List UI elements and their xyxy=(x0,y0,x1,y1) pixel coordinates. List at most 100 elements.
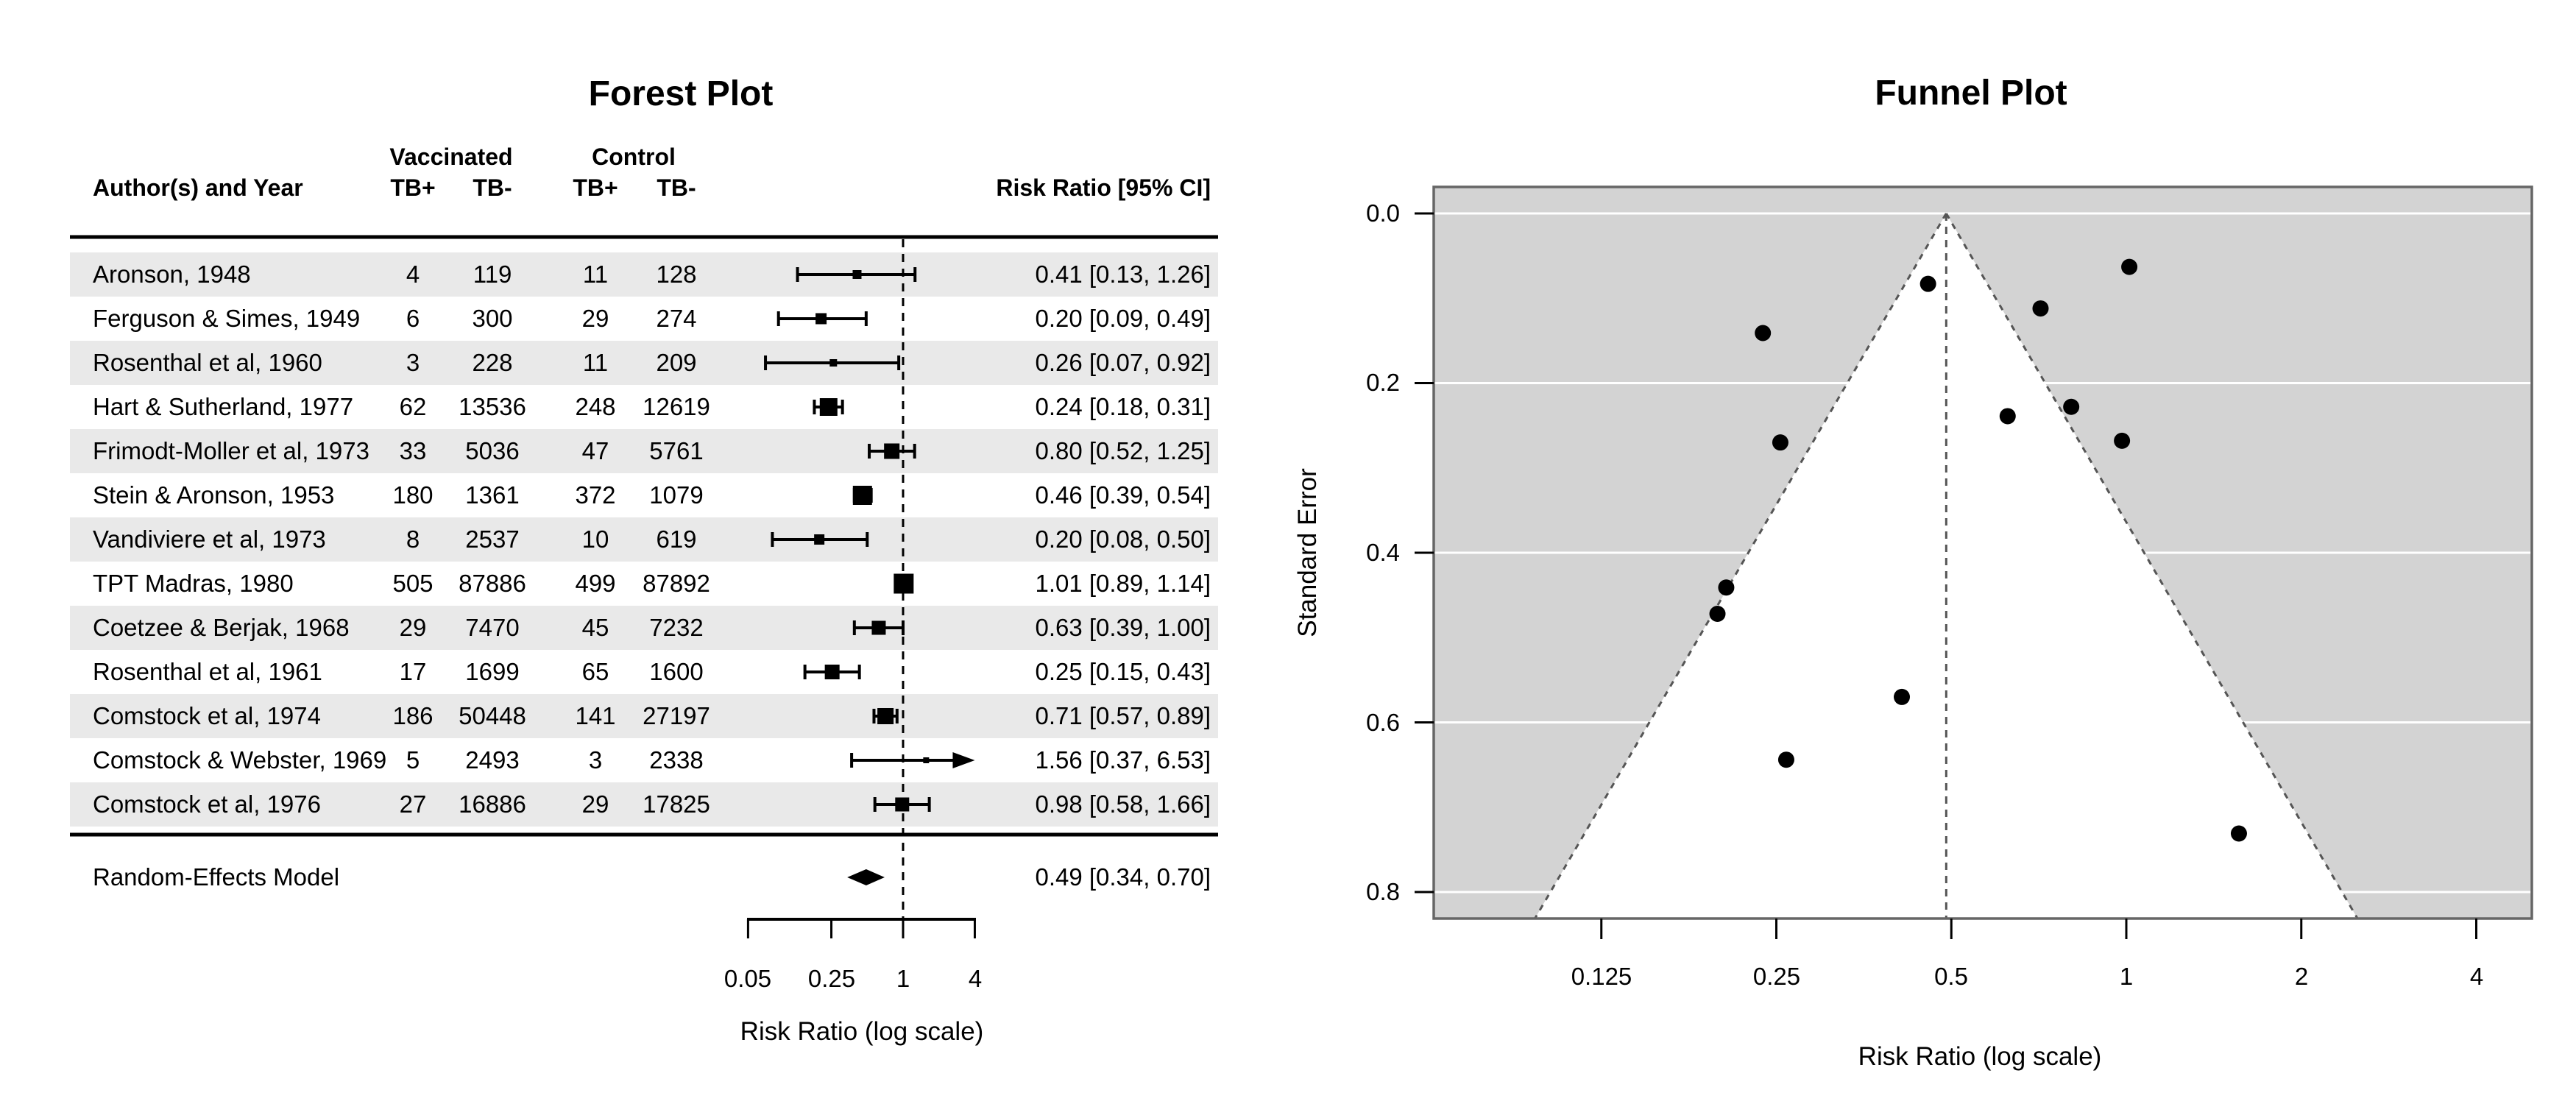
funnel-ytick-label: 0.8 xyxy=(1366,878,1400,905)
study-point-square xyxy=(824,665,840,679)
study-author: Vandiviere et al, 1973 xyxy=(93,526,326,553)
funnel-ytick-label: 0.6 xyxy=(1366,709,1400,736)
study-cneg: 274 xyxy=(656,305,696,332)
study-author: Rosenthal et al, 1961 xyxy=(93,658,322,685)
study-cneg: 1600 xyxy=(649,658,703,685)
study-cpos: 47 xyxy=(582,437,609,464)
study-point-square xyxy=(884,443,900,459)
study-cneg: 5761 xyxy=(649,437,703,464)
funnel-region xyxy=(1535,213,2358,919)
study-cneg: 12619 xyxy=(643,393,710,420)
study-tneg: 87886 xyxy=(459,570,526,597)
funnel-xtick-label: 0.5 xyxy=(1934,963,1968,990)
study-point-square xyxy=(871,620,886,635)
study-annotation: 0.25 [0.15, 0.43] xyxy=(1035,658,1211,685)
study-cpos: 3 xyxy=(589,746,602,774)
study-point-square xyxy=(829,359,838,367)
funnel-point xyxy=(1777,751,1794,768)
study-cneg: 87892 xyxy=(643,570,710,597)
study-author: Hart & Sutherland, 1977 xyxy=(93,393,353,420)
funnel-xtick-label: 0.125 xyxy=(1571,963,1632,990)
forest-header-annotation: Risk Ratio [95% CI] xyxy=(996,174,1211,201)
study-annotation: 0.41 [0.13, 1.26] xyxy=(1035,261,1211,288)
study-cneg: 27197 xyxy=(643,702,710,729)
study-tneg: 1361 xyxy=(465,481,519,509)
forest-xtick-label: 0.05 xyxy=(724,965,771,992)
study-cpos: 372 xyxy=(575,481,615,509)
study-author: Aronson, 1948 xyxy=(93,261,251,288)
study-annotation: 0.24 [0.18, 0.31] xyxy=(1035,393,1211,420)
study-tpos: 6 xyxy=(406,305,420,332)
forest-xtick-label: 1 xyxy=(896,965,910,992)
study-cneg: 128 xyxy=(656,261,696,288)
study-cpos: 29 xyxy=(582,790,609,818)
study-tpos: 33 xyxy=(400,437,427,464)
funnel-point xyxy=(2063,398,2080,415)
forest-header-tbpos-vaccinated: TB+ xyxy=(390,174,435,201)
study-point-square xyxy=(894,573,914,594)
study-author: Ferguson & Simes, 1949 xyxy=(93,305,360,332)
study-tneg: 7470 xyxy=(465,614,519,641)
study-cneg: 17825 xyxy=(643,790,710,818)
study-annotation: 0.20 [0.09, 0.49] xyxy=(1035,305,1211,332)
study-annotation: 1.56 [0.37, 6.53] xyxy=(1035,746,1211,774)
funnel-ytick-label: 0.0 xyxy=(1366,199,1400,227)
forest-title: Forest Plot xyxy=(589,74,774,113)
funnel-xaxis-title: Risk Ratio (log scale) xyxy=(1858,1042,2102,1071)
funnel-yaxis-title: Standard Error xyxy=(1293,468,1322,637)
study-point-square xyxy=(815,313,827,325)
study-cpos: 11 xyxy=(583,261,608,288)
forest-header-tbneg-vaccinated: TB- xyxy=(473,174,512,201)
ci-arrowhead xyxy=(952,752,975,768)
study-tpos: 505 xyxy=(392,570,433,597)
study-tpos: 27 xyxy=(400,790,427,818)
study-tneg: 5036 xyxy=(465,437,519,464)
study-cneg: 1079 xyxy=(649,481,703,509)
funnel-point xyxy=(1718,579,1735,596)
study-cpos: 499 xyxy=(575,570,615,597)
study-cneg: 7232 xyxy=(649,614,703,641)
summary-annotation: 0.49 [0.34, 0.70] xyxy=(1035,863,1211,891)
forest-xtick-label: 0.25 xyxy=(808,965,855,992)
funnel-xtick-label: 2 xyxy=(2295,963,2308,990)
study-cpos: 45 xyxy=(582,614,609,641)
study-point-square xyxy=(852,270,862,279)
study-point-square xyxy=(819,398,838,416)
study-tpos: 3 xyxy=(406,349,420,376)
study-author: Coetzee & Berjak, 1968 xyxy=(93,614,350,641)
funnel-xtick-label: 4 xyxy=(2470,963,2483,990)
study-cpos: 29 xyxy=(582,305,609,332)
study-author: Rosenthal et al, 1960 xyxy=(93,349,322,376)
forest-xtick-label: 4 xyxy=(969,965,982,992)
row-band xyxy=(70,782,1218,827)
forest-header-author: Author(s) and Year xyxy=(93,174,303,201)
forest-header-tbneg-control: TB- xyxy=(657,174,696,201)
funnel-point xyxy=(1772,434,1788,451)
study-cneg: 619 xyxy=(656,526,696,553)
study-tneg: 16886 xyxy=(459,790,526,818)
study-annotation: 0.71 [0.57, 0.89] xyxy=(1035,702,1211,729)
funnel-point xyxy=(2230,825,2247,842)
study-tpos: 5 xyxy=(406,746,420,774)
summary-diamond xyxy=(847,869,885,885)
funnel-point xyxy=(1919,275,1936,292)
study-annotation: 1.01 [0.89, 1.14] xyxy=(1035,570,1211,597)
funnel-marks xyxy=(1415,185,2533,939)
funnel-point xyxy=(1755,325,1772,342)
study-point-square xyxy=(814,534,825,545)
funnel-title: Funnel Plot xyxy=(1875,74,2067,113)
study-point-square xyxy=(852,486,872,505)
forest-marks: Aronson, 1948 4 119 11 128 0.41 [0.13, 1.26] F… xyxy=(70,235,1218,938)
row-band xyxy=(70,606,1218,650)
study-cpos: 248 xyxy=(575,393,615,420)
row-band xyxy=(70,517,1218,562)
study-tneg: 13536 xyxy=(459,393,526,420)
row-band xyxy=(70,694,1218,738)
study-tpos: 17 xyxy=(400,658,427,685)
study-tpos: 29 xyxy=(400,614,427,641)
study-annotation: 0.20 [0.08, 0.50] xyxy=(1035,526,1211,553)
study-cneg: 209 xyxy=(656,349,696,376)
study-annotation: 0.80 [0.52, 1.25] xyxy=(1035,437,1211,464)
forest-xaxis-title: Risk Ratio (log scale) xyxy=(740,1017,984,1046)
funnel-point xyxy=(2114,432,2131,449)
